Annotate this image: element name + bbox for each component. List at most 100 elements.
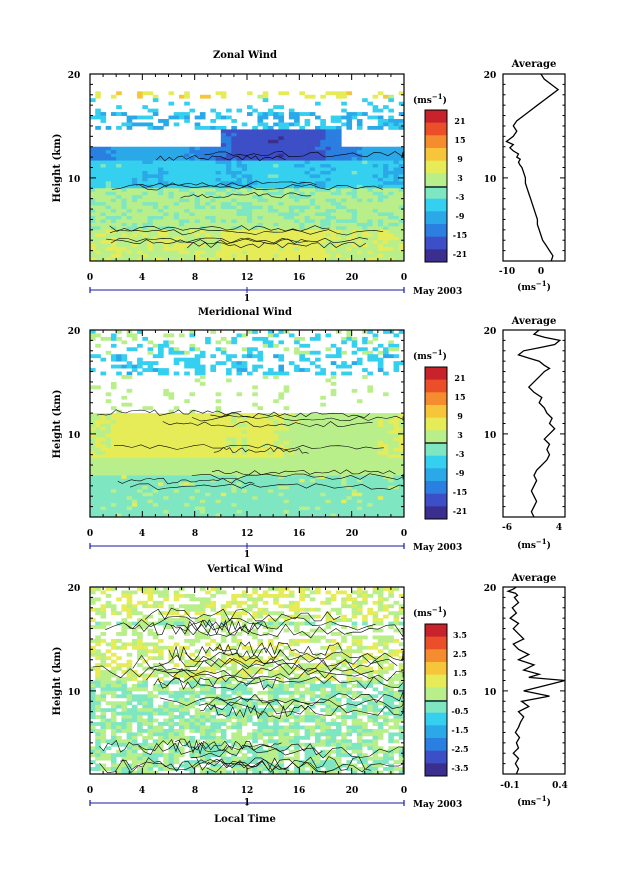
heatmap-cell	[153, 417, 159, 421]
heatmap-cell	[205, 455, 211, 459]
heatmap-cell	[226, 199, 232, 203]
heatmap-cell	[216, 472, 222, 476]
heatmap-cell	[367, 437, 373, 441]
heatmap-cell	[121, 147, 127, 151]
heatmap-cell	[252, 199, 258, 203]
heatmap-cell	[200, 375, 206, 379]
heatmap-cell	[179, 475, 185, 479]
heatmap-cell	[158, 437, 164, 441]
heatmap-cell	[352, 164, 358, 168]
heatmap-cell	[383, 192, 389, 196]
heatmap-cell	[132, 441, 138, 445]
heatmap-cell	[383, 168, 389, 172]
x-tick-label: 16	[293, 273, 306, 283]
heatmap-cell	[273, 375, 279, 379]
heatmap-cell	[341, 116, 347, 120]
heatmap-cell	[268, 455, 274, 459]
heatmap-cell	[205, 496, 211, 500]
heatmap-cell	[383, 458, 389, 462]
heatmap-cell	[305, 479, 311, 483]
profile-x-tick: -10	[499, 267, 515, 277]
heatmap-cell	[169, 434, 175, 438]
heatmap-cell	[111, 434, 117, 438]
heatmap-cell	[367, 510, 373, 514]
heatmap-cell	[341, 226, 347, 230]
heatmap-cell	[284, 496, 290, 500]
heatmap-cell	[242, 469, 248, 473]
heatmap-cell	[137, 361, 143, 365]
heatmap-cell	[137, 195, 143, 199]
heatmap-cell	[352, 247, 358, 251]
heatmap-cell	[367, 424, 373, 428]
heatmap-cell	[195, 116, 201, 120]
heatmap-cell	[95, 230, 101, 234]
heatmap-cell	[184, 399, 190, 403]
heatmap-cell	[336, 451, 342, 455]
heatmap-cell	[184, 171, 190, 175]
heatmap-cell	[346, 594, 352, 598]
heatmap-cell	[116, 451, 122, 455]
heatmap-cell	[142, 202, 148, 206]
heatmap-cell	[237, 427, 243, 431]
heatmap-cell	[273, 434, 279, 438]
heatmap-cell	[315, 434, 321, 438]
heatmap-cell	[100, 226, 106, 230]
heatmap-cell	[163, 254, 169, 258]
heatmap-cell	[116, 424, 122, 428]
heatmap-cell	[179, 507, 185, 511]
heatmap-cell	[95, 475, 101, 479]
heatmap-cell	[289, 161, 295, 165]
heatmap-cell	[189, 157, 195, 161]
heatmap-cell	[284, 451, 290, 455]
heatmap-cell	[95, 209, 101, 213]
heatmap-cell	[247, 202, 253, 206]
heatmap-cell	[263, 185, 269, 189]
heatmap-cell	[373, 354, 379, 358]
heatmap-cell	[315, 475, 321, 479]
heatmap-cell	[320, 216, 326, 220]
heatmap-cell	[142, 441, 148, 445]
heatmap-cell	[95, 109, 101, 113]
heatmap-cell	[127, 417, 133, 421]
heatmap-cell	[357, 226, 363, 230]
heatmap-cell	[273, 486, 279, 490]
heatmap-cell	[148, 181, 154, 185]
heatmap-cell	[169, 254, 175, 258]
colorbar-tick: 15	[454, 135, 465, 145]
heatmap-cell	[195, 219, 201, 223]
heatmap-cell	[200, 451, 206, 455]
heatmap-cell	[252, 365, 258, 369]
heatmap-cell	[394, 119, 400, 123]
heatmap-cell	[127, 403, 133, 407]
heatmap-cell	[226, 223, 232, 227]
heatmap-cell	[205, 462, 211, 466]
heatmap-cell	[252, 500, 258, 504]
heatmap-cell	[263, 95, 269, 99]
heatmap-cell	[310, 507, 316, 511]
heatmap-cell	[352, 226, 358, 230]
heatmap-cell	[132, 233, 138, 237]
heatmap-cell	[200, 216, 206, 220]
heatmap-cell	[148, 219, 154, 223]
heatmap-cell	[100, 237, 106, 241]
heatmap-cell	[200, 382, 206, 386]
heatmap-cell	[116, 209, 122, 213]
heatmap-cell	[373, 188, 379, 192]
heatmap-cell	[200, 597, 206, 601]
heatmap-cell	[336, 206, 342, 210]
heatmap-cell	[153, 192, 159, 196]
heatmap-cell	[299, 213, 305, 217]
heatmap-cell	[210, 233, 216, 237]
heatmap-cell	[284, 594, 290, 598]
heatmap-cell	[367, 247, 373, 251]
heatmap-cell	[357, 486, 363, 490]
heatmap-cell	[189, 178, 195, 182]
heatmap-cell	[231, 202, 237, 206]
heatmap-cell	[111, 344, 117, 348]
heatmap-cell	[383, 247, 389, 251]
heatmap-cell	[367, 430, 373, 434]
heatmap-cell	[278, 420, 284, 424]
heatmap-cell	[263, 98, 269, 102]
heatmap-cell	[346, 434, 352, 438]
heatmap-cell	[237, 601, 243, 605]
